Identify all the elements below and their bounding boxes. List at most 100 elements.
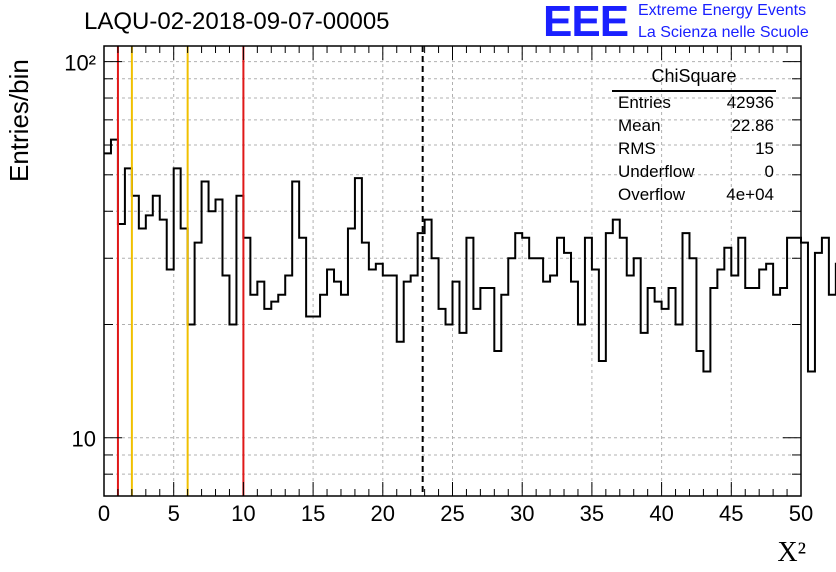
histogram-bin xyxy=(257,282,264,496)
histogram-bin xyxy=(453,282,460,496)
histogram-bin xyxy=(439,309,446,496)
histogram-bin xyxy=(571,282,578,496)
histogram-bin xyxy=(703,371,710,496)
histogram-bin xyxy=(724,248,731,496)
histogram-bin xyxy=(738,238,745,496)
histogram-bin xyxy=(174,168,181,496)
stats-value: 42936 xyxy=(726,93,774,112)
stats-row-overflow: Overflow 4e+04 xyxy=(618,185,774,209)
histogram-bin xyxy=(181,228,188,496)
histogram-bin xyxy=(529,258,536,496)
histogram-bin xyxy=(473,309,480,496)
histogram-line xyxy=(104,138,836,373)
histogram-bin xyxy=(487,288,494,496)
histogram-bin xyxy=(202,181,209,496)
histogram-bin xyxy=(348,228,355,496)
stats-label: Underflow xyxy=(618,162,695,181)
x-tick-label: 10 xyxy=(231,501,255,526)
histogram-bin xyxy=(153,196,160,496)
x-tick-label: 30 xyxy=(510,501,534,526)
histogram-bin xyxy=(710,288,717,496)
histogram-bin xyxy=(271,302,278,496)
histogram-bin xyxy=(676,324,683,496)
histogram-bin xyxy=(613,220,620,496)
histogram-bin xyxy=(550,275,557,496)
histogram-bin xyxy=(508,258,515,496)
histogram-bin xyxy=(822,238,829,496)
histogram-bin xyxy=(696,351,703,496)
histogram-bin xyxy=(522,238,529,496)
logo-line-1: Extreme Energy Events xyxy=(638,2,807,19)
histogram-bin xyxy=(139,228,146,496)
histogram-bin xyxy=(250,295,257,496)
x-tick-label: 20 xyxy=(371,501,395,526)
histogram-bin xyxy=(160,220,167,496)
histogram-bin xyxy=(411,275,418,496)
y-tick-label: 10² xyxy=(64,51,96,76)
histogram-bin xyxy=(362,243,369,496)
stats-row-entries: Entries 42936 xyxy=(618,93,774,117)
histogram-bin xyxy=(669,288,676,496)
stats-label: RMS xyxy=(618,139,656,158)
histogram-bin xyxy=(397,342,404,496)
y-tick-label: 10 xyxy=(72,427,96,452)
histogram-bin xyxy=(585,238,592,496)
histogram-bin xyxy=(390,275,397,496)
histogram-bin xyxy=(655,302,662,496)
histogram-bin xyxy=(376,264,383,496)
x-tick-label: 50 xyxy=(789,501,813,526)
stats-label: Entries xyxy=(618,93,671,112)
stats-title-rule xyxy=(612,90,776,92)
histogram-bin xyxy=(341,295,348,496)
x-tick-label: 5 xyxy=(168,501,180,526)
histogram-bin xyxy=(355,178,362,496)
histogram-bin xyxy=(264,309,271,496)
histogram-bin xyxy=(216,199,223,496)
histogram-bin xyxy=(195,243,202,496)
histogram-bin xyxy=(229,324,236,496)
histogram-bin xyxy=(787,238,794,496)
histogram-bin xyxy=(745,288,752,496)
stats-label: Mean xyxy=(618,116,661,135)
histogram-bin xyxy=(578,324,585,496)
histogram-bin xyxy=(292,181,299,496)
histogram-bin xyxy=(432,258,439,496)
histogram-bin xyxy=(662,309,669,496)
histogram-bin xyxy=(773,295,780,496)
histogram-bin xyxy=(278,295,285,496)
histogram-bin xyxy=(794,238,801,496)
histogram-bin xyxy=(306,317,313,496)
histogram-bin xyxy=(648,288,655,496)
stats-value: 0 xyxy=(764,162,774,181)
stats-row-underflow: Underflow 0 xyxy=(618,162,774,186)
stats-row-rms: RMS 15 xyxy=(618,139,774,163)
histogram-bin xyxy=(815,253,822,496)
stats-box: ChiSquare Entries 42936 Mean 22.86 RMS 1… xyxy=(612,66,776,208)
histogram-bin xyxy=(236,196,243,496)
histogram-bin xyxy=(759,270,766,496)
histogram-bin xyxy=(829,295,836,496)
histogram-bin xyxy=(425,220,432,496)
histogram-bin xyxy=(494,351,501,496)
histogram-bin xyxy=(243,238,250,496)
histogram-bin xyxy=(515,233,522,496)
x-tick-label: 0 xyxy=(98,501,110,526)
histogram-bin xyxy=(543,282,550,496)
histogram-bin xyxy=(606,233,613,496)
histogram-bin xyxy=(167,270,174,496)
histogram-bin xyxy=(285,275,292,496)
histogram-bin xyxy=(404,282,411,496)
histogram-bin xyxy=(299,238,306,496)
histogram-bin xyxy=(536,258,543,496)
histogram-bin xyxy=(459,333,466,496)
stats-value: 22.86 xyxy=(731,116,774,135)
plot-title: LAQU-02-2018-09-07-00005 xyxy=(84,8,390,35)
histogram-bin xyxy=(808,371,815,496)
histogram-bin xyxy=(592,270,599,496)
eee-logo: EEE xyxy=(543,0,629,46)
histogram-bin xyxy=(320,295,327,496)
histogram-bin xyxy=(146,215,153,496)
histogram-bin xyxy=(209,211,216,496)
histogram-bin xyxy=(132,196,139,496)
